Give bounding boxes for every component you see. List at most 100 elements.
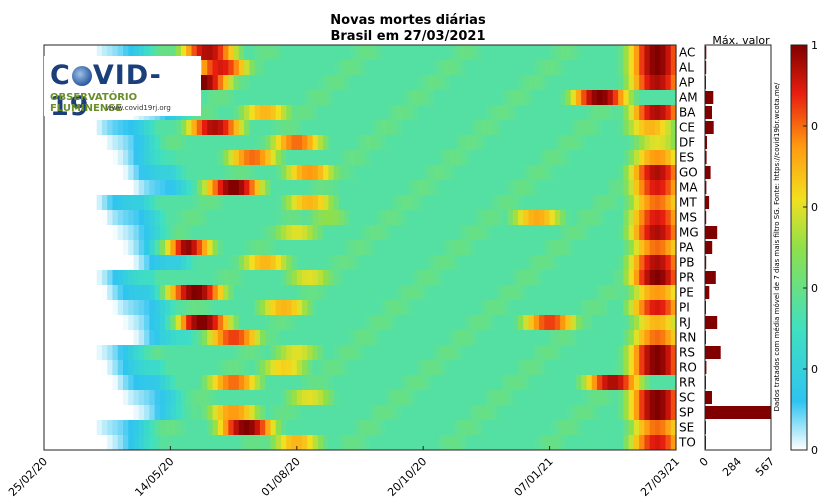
heatmap-cell	[634, 105, 640, 120]
heatmap-cell	[307, 270, 313, 285]
heatmap-cell	[186, 360, 192, 375]
heatmap-cell	[144, 285, 150, 300]
heatmap-cell	[355, 435, 361, 450]
heatmap-cell	[665, 240, 671, 255]
heatmap-cell	[518, 195, 524, 210]
heatmap-cell	[176, 225, 182, 240]
heatmap-cell	[213, 345, 219, 360]
heatmap-cell	[655, 285, 661, 300]
heatmap-cell	[486, 330, 492, 345]
heatmap-cell	[402, 360, 408, 375]
heatmap-cell	[608, 330, 614, 345]
heatmap-cell	[302, 300, 308, 315]
heatmap-cell	[318, 75, 324, 90]
heatmap-cell	[244, 45, 250, 60]
heatmap-cell	[407, 315, 413, 330]
heatmap-cell	[413, 240, 419, 255]
heatmap-cell	[550, 300, 556, 315]
heatmap-cell	[371, 60, 377, 75]
heatmap-cell	[65, 120, 71, 135]
heatmap-cell	[176, 150, 182, 165]
heatmap-cell	[292, 135, 298, 150]
heatmap-cell	[239, 150, 245, 165]
heatmap-cell	[123, 165, 129, 180]
heatmap-cell	[218, 180, 224, 195]
heatmap-cell	[629, 315, 635, 330]
heatmap-cell	[307, 375, 313, 390]
heatmap-cell	[439, 75, 445, 90]
heatmap-cell	[597, 210, 603, 225]
heatmap-cell	[197, 135, 203, 150]
heatmap-cell	[460, 390, 466, 405]
heatmap-cell	[102, 330, 108, 345]
heatmap-cell	[597, 195, 603, 210]
heatmap-cell	[602, 240, 608, 255]
heatmap-cell	[581, 435, 587, 450]
heatmap-cell	[260, 420, 266, 435]
heatmap-cell	[249, 315, 255, 330]
heatmap-cell	[376, 45, 382, 60]
heatmap-cell	[191, 330, 197, 345]
heatmap-cell	[165, 210, 171, 225]
heatmap-cell	[618, 435, 624, 450]
heatmap-cell	[550, 150, 556, 165]
heatmap-cell	[328, 420, 334, 435]
heatmap-cell	[218, 390, 224, 405]
heatmap-cell	[239, 360, 245, 375]
heatmap-cell	[123, 375, 129, 390]
heatmap-cell	[634, 120, 640, 135]
heatmap-cell	[650, 120, 656, 135]
heatmap-cell	[213, 225, 219, 240]
heatmap-cell	[297, 330, 303, 345]
heatmap-cell	[481, 420, 487, 435]
heatmap-cell	[613, 45, 619, 60]
heatmap-cell	[313, 345, 319, 360]
heatmap-cell	[223, 210, 229, 225]
heatmap-cell	[60, 435, 66, 450]
heatmap-cell	[608, 105, 614, 120]
heatmap-cell	[581, 390, 587, 405]
heatmap-cell	[423, 60, 429, 75]
heatmap-cell	[544, 90, 550, 105]
heatmap-cell	[160, 165, 166, 180]
heatmap-cell	[660, 195, 666, 210]
heatmap-cell	[465, 60, 471, 75]
heatmap-cell	[534, 180, 540, 195]
heatmap-cell	[428, 210, 434, 225]
heatmap-cell	[276, 225, 282, 240]
x-tick-label: 25/02/20	[6, 455, 50, 499]
heatmap-cell	[281, 435, 287, 450]
heatmap-cell	[665, 195, 671, 210]
heatmap-cell	[207, 360, 213, 375]
heatmap-cell	[118, 270, 124, 285]
heatmap-cell	[428, 375, 434, 390]
heatmap-cell	[444, 375, 450, 390]
heatmap-cell	[423, 390, 429, 405]
heatmap-cell	[644, 285, 650, 300]
heatmap-row-ma	[44, 180, 677, 195]
heatmap-cell	[550, 360, 556, 375]
heatmap-cell	[323, 390, 329, 405]
heatmap-cell	[381, 270, 387, 285]
heatmap-cell	[123, 315, 129, 330]
heatmap-cell	[134, 240, 140, 255]
heatmap-cell	[260, 315, 266, 330]
logo-url: www.covid19rj.org	[106, 104, 171, 112]
heatmap-cell	[307, 360, 313, 375]
heatmap-cell	[450, 285, 456, 300]
heatmap-cell	[313, 225, 319, 240]
heatmap-cell	[371, 90, 377, 105]
heatmap-cell	[650, 330, 656, 345]
heatmap-cell	[165, 330, 171, 345]
heatmap-cell	[123, 330, 129, 345]
heatmap-cell	[371, 150, 377, 165]
heatmap-cell	[244, 345, 250, 360]
heatmap-cell	[476, 240, 482, 255]
heatmap-cell	[313, 270, 319, 285]
heatmap-cell	[202, 300, 208, 315]
heatmap-cell	[434, 390, 440, 405]
heatmap-cell	[644, 255, 650, 270]
heatmap-cell	[355, 180, 361, 195]
heatmap-cell	[481, 255, 487, 270]
heatmap-cell	[286, 105, 292, 120]
